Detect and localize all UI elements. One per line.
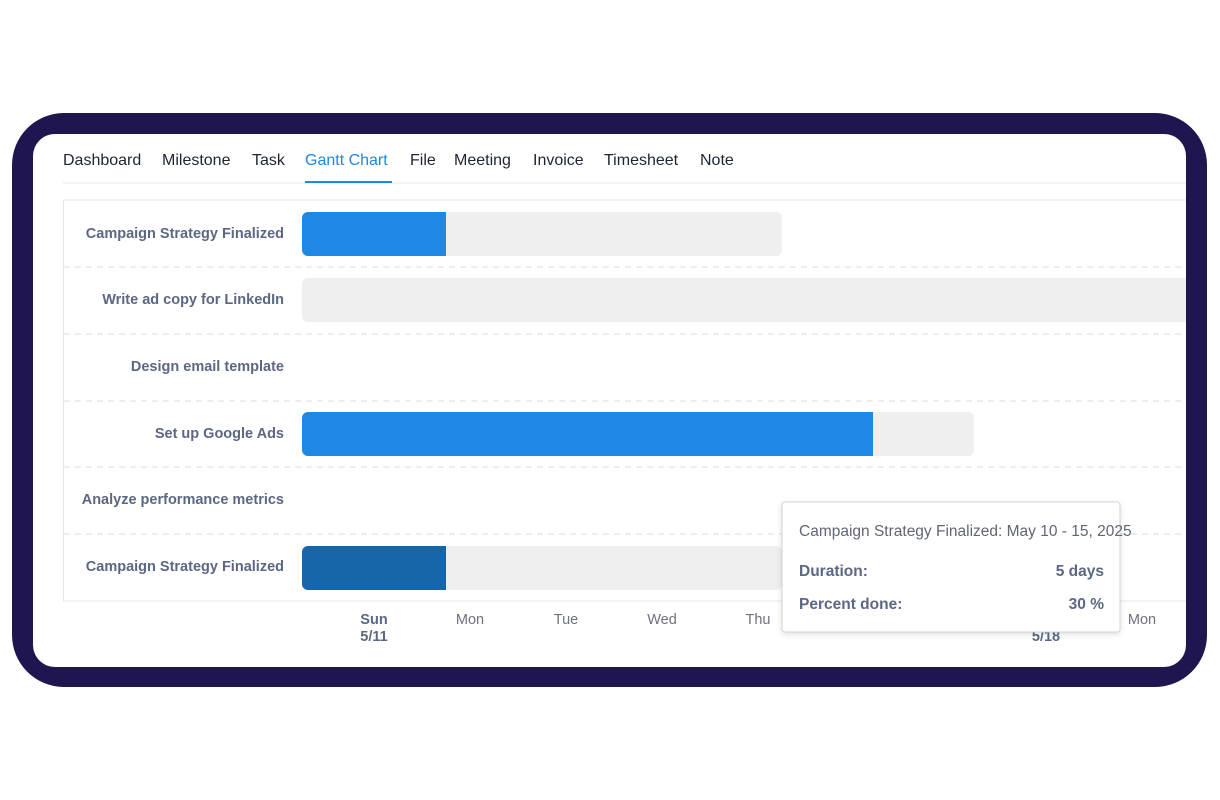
task-progress	[302, 212, 446, 256]
tooltip-value: 30 %	[1069, 596, 1105, 613]
task-name: Design email template	[131, 359, 284, 375]
row-labels: Campaign Strategy Finalized Write ad cop…	[82, 226, 284, 575]
date-label: 5/11	[360, 629, 387, 645]
task-name: Campaign Strategy Finalized	[86, 559, 284, 575]
tab[interactable]: Dashboard	[63, 152, 141, 169]
day-label: Tue	[554, 612, 578, 628]
date-label: 5/18	[1032, 629, 1060, 645]
tab-active[interactable]: Gantt Chart	[305, 152, 388, 169]
tab[interactable]: Task	[252, 152, 286, 169]
gantt-grid	[63, 199, 1186, 602]
tooltip-box	[781, 501, 1121, 633]
tooltip-label: Duration:	[799, 563, 868, 580]
task-name: Analyze performance metrics	[82, 492, 284, 508]
task-name: Write ad copy for LinkedIn	[102, 292, 284, 308]
task-bar[interactable]	[302, 278, 1220, 322]
tooltip-label: Percent done:	[799, 596, 902, 613]
tab[interactable]: Note	[700, 152, 734, 169]
day-label: Mon	[456, 612, 484, 628]
tooltip-title: Campaign Strategy Finalized: May 10 - 15…	[799, 523, 1132, 540]
tab[interactable]: Milestone	[162, 152, 231, 169]
tab[interactable]: Timesheet	[604, 152, 679, 169]
tooltip-value: 5 days	[1056, 563, 1104, 580]
tooltip: Campaign Strategy Finalized: May 10 - 15…	[781, 501, 1132, 633]
gantt-bars	[302, 212, 1220, 590]
day-label: Wed	[647, 612, 677, 628]
day-label: Sun	[360, 612, 387, 628]
grid-border	[63, 199, 1186, 602]
tab[interactable]: Meeting	[454, 152, 511, 169]
tab-underline	[305, 181, 392, 183]
day-label: Mon	[1128, 612, 1156, 628]
content: Dashboard Milestone Task Gantt Chart Fil…	[63, 152, 1220, 645]
tab[interactable]: File	[410, 152, 436, 169]
task-progress	[302, 546, 446, 590]
tab[interactable]: Invoice	[533, 152, 584, 169]
task-name: Campaign Strategy Finalized	[86, 226, 284, 242]
task-name: Set up Google Ads	[155, 426, 284, 442]
tab-bar: Dashboard Milestone Task Gantt Chart Fil…	[63, 152, 1186, 184]
timeline: Sun 5/11 Mon Tue Wed Thu 5/18 Mon	[360, 612, 1156, 645]
task-progress	[302, 412, 873, 456]
day-label: Thu	[746, 612, 771, 628]
